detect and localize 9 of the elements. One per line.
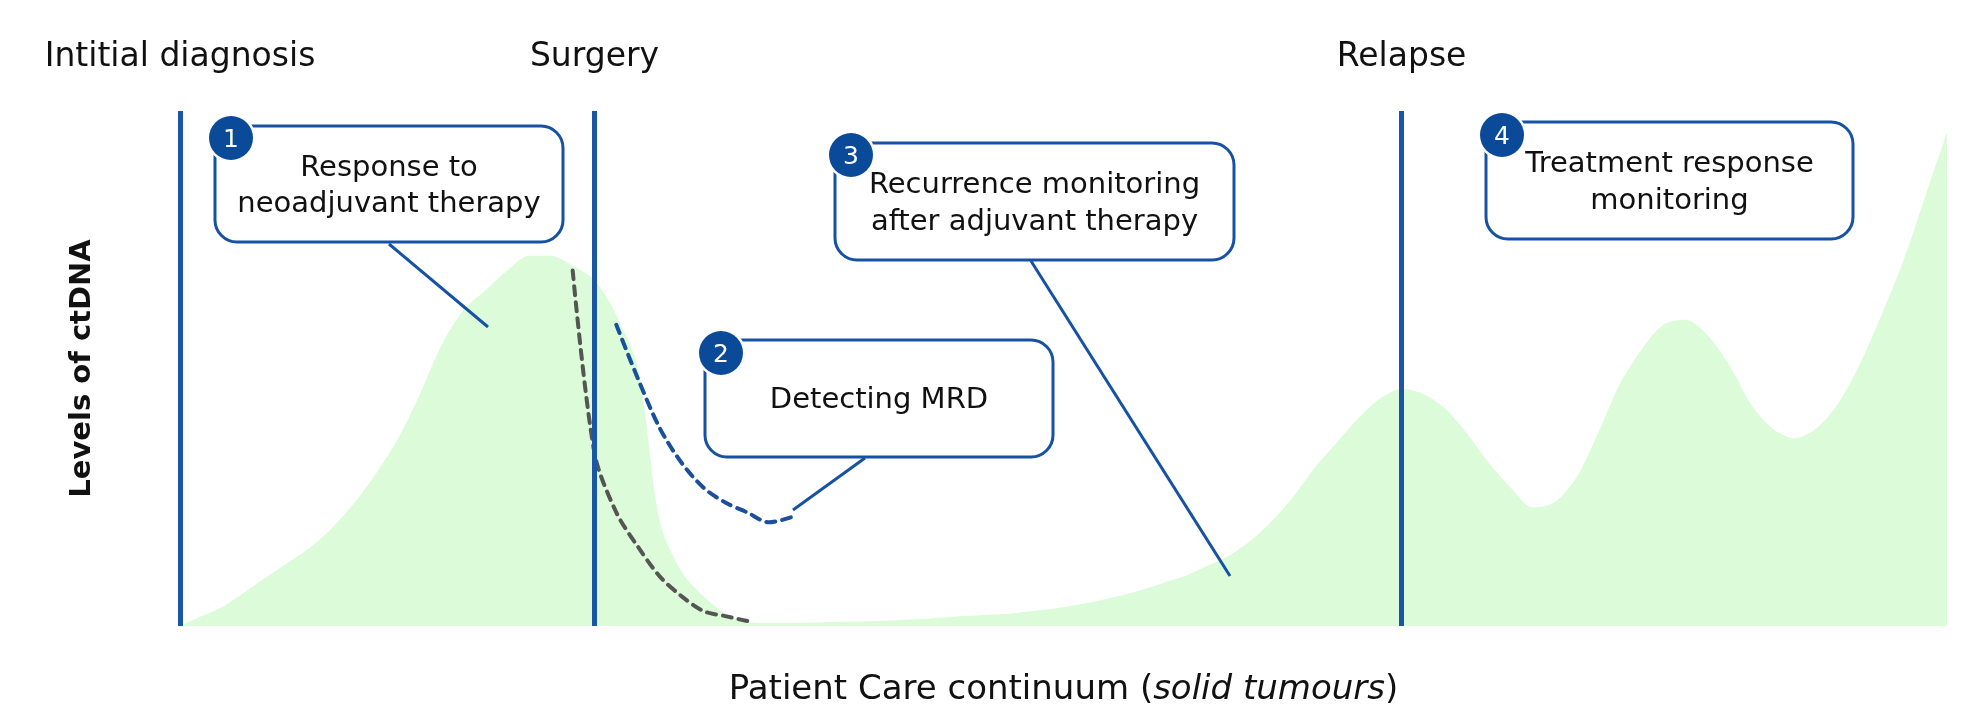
annotation: Detecting MRD — [769, 381, 989, 416]
y-axis-title: Levels of ctDNA — [62, 238, 97, 498]
x-tick-label: Surgery — [529, 35, 660, 74]
annotation: 3 — [843, 140, 859, 170]
x-tick-label: Relapse — [1336, 35, 1467, 74]
x-axis-title: Patient Care continuum (solid tumours) — [728, 667, 1399, 707]
annotation: Recurrence monitoring after adjuvant therapy — [868, 166, 1201, 237]
x-tick-label: Intitial diagnosis — [44, 35, 316, 74]
annotation: Treatment response monitoring — [1525, 145, 1814, 216]
